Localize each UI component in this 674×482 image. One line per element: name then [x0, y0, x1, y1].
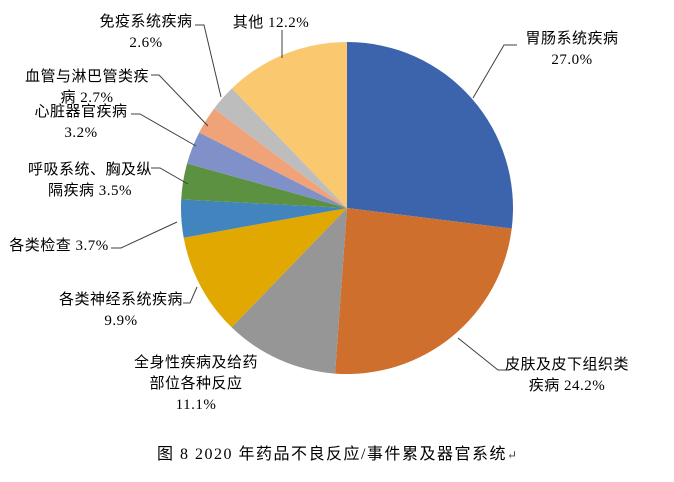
pie-label-3-line-1: 9.9%: [104, 313, 138, 329]
pie-label-2-line-0: 全身性疾病及给药: [133, 355, 259, 371]
pie-slice-0: [347, 42, 514, 229]
pie-label-1-line-0: 皮肤及皮下组织类: [504, 357, 630, 373]
pie-label-8: 免疫系统疾病 2.6%: [99, 12, 192, 54]
pie-label-6-line-0: 心脏器官疾病: [34, 104, 128, 120]
pie-label-7: 血管与淋巴管类疾病 2.7%: [25, 67, 149, 109]
pie-label-9: 其他 12.2%: [233, 13, 310, 34]
pie-slice-8: [214, 88, 347, 208]
pie-label-0-line-0: 胃肠系统疾病: [525, 31, 619, 47]
pie-label-2: 全身性疾病及给药 部位各种反应 11.1%: [134, 353, 258, 416]
pie-label-5-line-1: 隔疾病 3.5%: [47, 183, 132, 199]
pie-slice-3: [183, 208, 347, 328]
pie-label-1: 皮肤及皮下组织类 疾病 24.2%: [505, 355, 629, 397]
pie-slice-1: [335, 208, 512, 375]
pie-slice-4: [180, 199, 347, 238]
pie-label-5-line-0: 呼吸系统、胸及纵: [27, 162, 153, 178]
pie-label-2-line-1: 部位各种反应: [149, 376, 243, 392]
leader-line-4: [111, 221, 178, 249]
pie-label-6: 心脏器官疾病 3.2%: [34, 102, 127, 144]
pie-slice-9: [231, 42, 347, 208]
pie-label-7-line-1: 病 2.7%: [60, 90, 114, 106]
pie-slice-7: [199, 108, 347, 208]
paragraph-return-mark-icon: ↵: [506, 448, 518, 462]
pie-label-7-line-0: 血管与淋巴管类疾: [24, 69, 150, 85]
pie-label-5: 呼吸系统、胸及纵 隔疾病 3.5%: [28, 160, 152, 202]
figure-caption: 图 8 2020 年药品不良反应/事件累及器官系统↵: [157, 440, 517, 464]
pie-label-2-line-2: 11.1%: [175, 397, 217, 413]
leader-line-6: [131, 113, 197, 147]
pie-label-0: 胃肠系统疾病 27.0%: [525, 29, 618, 71]
pie-label-1-line-1: 疾病 24.2%: [528, 378, 606, 394]
pie-label-4: 各类检查 3.7%: [9, 236, 109, 257]
pie-slice-2: [231, 208, 347, 374]
leader-line-5: [151, 167, 189, 185]
pie-label-3-line-0: 各类神经系统疾病: [58, 292, 184, 308]
pie-slice-6: [187, 132, 347, 208]
leader-line-8: [195, 24, 222, 98]
pie-label-8-line-1: 2.6%: [129, 35, 163, 51]
pie-label-3: 各类神经系统疾病 9.9%: [59, 290, 183, 332]
pie-label-6-line-1: 3.2%: [64, 125, 98, 141]
leader-line-7: [151, 74, 209, 127]
pie-label-8-line-0: 免疫系统疾病: [99, 14, 193, 30]
pie-slice-5: [181, 163, 347, 208]
pie-label-4-line-0: 各类检查 3.7%: [9, 238, 109, 254]
leader-line-3: [183, 286, 198, 304]
leader-line-0: [472, 44, 517, 99]
pie-label-9-line-0: 其他 12.2%: [232, 15, 310, 31]
leader-line-1: [457, 337, 509, 371]
pie-label-0-line-1: 27.0%: [551, 52, 593, 68]
figure-caption-text: 图 8 2020 年药品不良反应/事件累及器官系统: [156, 446, 507, 463]
